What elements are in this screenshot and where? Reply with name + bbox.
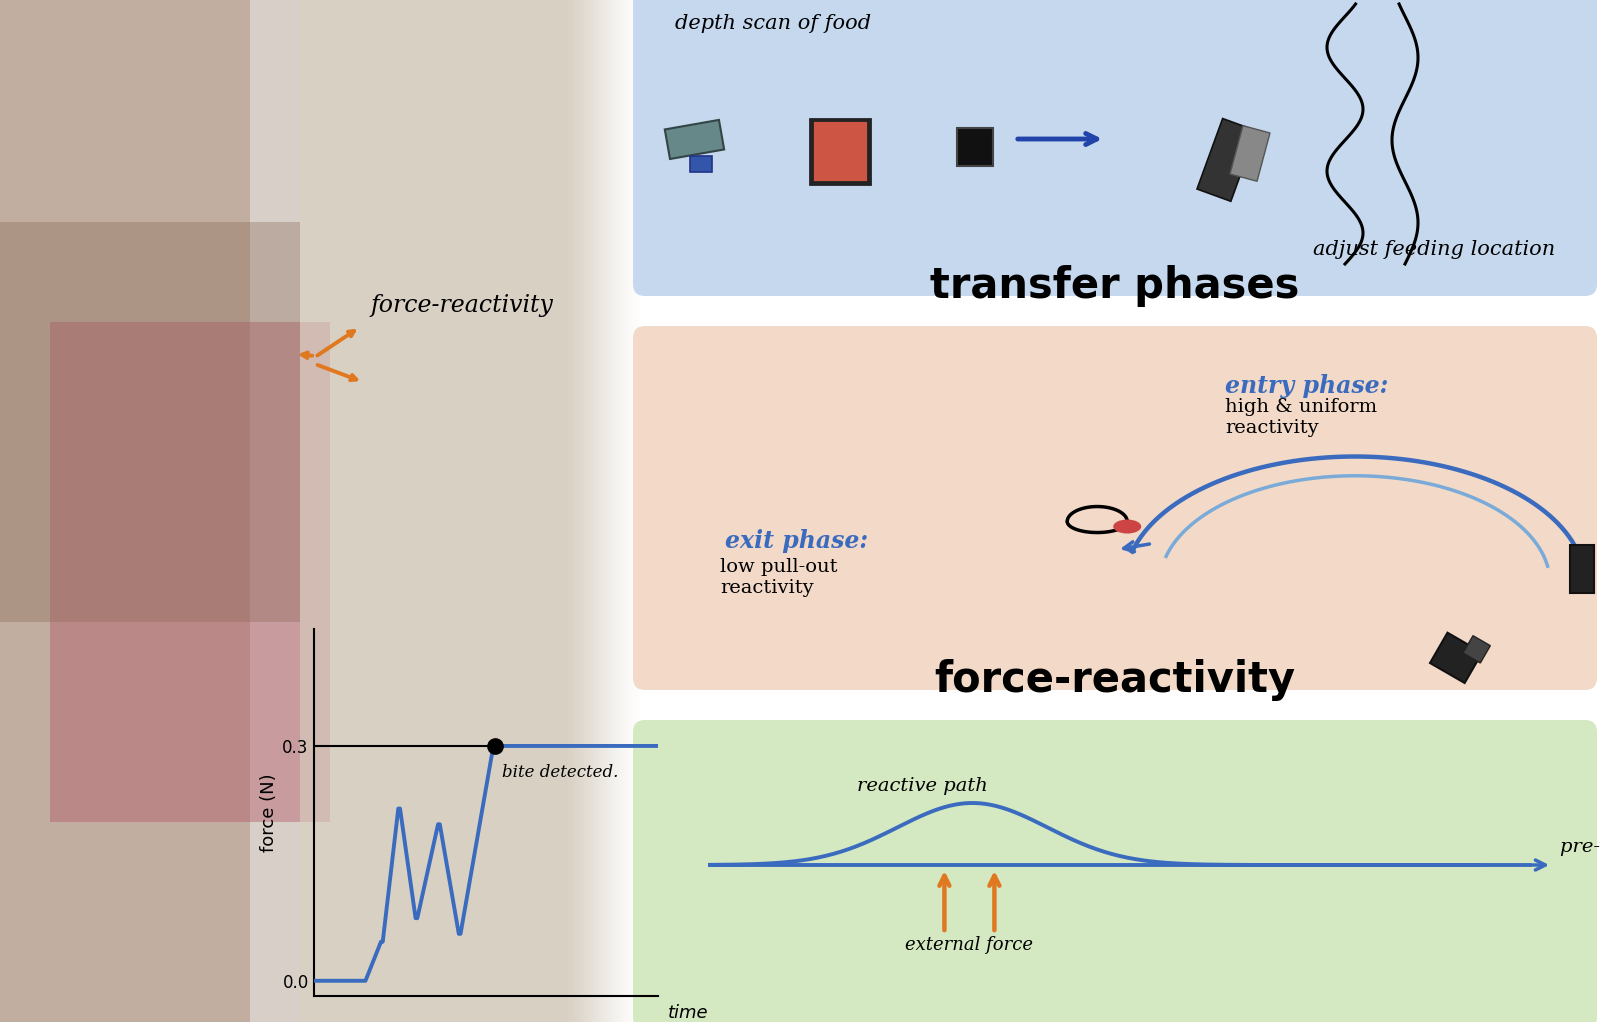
Text: force-reactivity: force-reactivity xyxy=(370,294,554,317)
Text: transfer phases: transfer phases xyxy=(930,265,1299,307)
Ellipse shape xyxy=(1114,519,1141,533)
FancyBboxPatch shape xyxy=(634,721,1597,1022)
Text: force-reactivity: force-reactivity xyxy=(934,659,1296,701)
Text: exit phase:: exit phase: xyxy=(725,529,869,553)
Bar xyxy=(0,0,250,1022)
Bar xyxy=(301,0,640,1022)
Text: entry phase:: entry phase: xyxy=(1226,374,1389,398)
Bar xyxy=(1197,119,1256,201)
Text: high & uniform
reactivity: high & uniform reactivity xyxy=(1226,399,1378,437)
Bar xyxy=(1570,545,1594,593)
Text: pre-planned path: pre-planned path xyxy=(1560,838,1600,856)
Bar xyxy=(0,222,301,622)
Text: depth scan of food: depth scan of food xyxy=(675,14,870,33)
Bar xyxy=(1430,633,1482,683)
Bar xyxy=(690,156,712,172)
Text: low pull-out
reactivity: low pull-out reactivity xyxy=(720,558,837,597)
Y-axis label: force (N): force (N) xyxy=(261,774,278,851)
Text: adjust feeding location: adjust feeding location xyxy=(1312,240,1555,259)
Bar xyxy=(50,322,330,822)
Text: bite detected.: bite detected. xyxy=(502,764,618,781)
Text: external force: external force xyxy=(906,936,1034,954)
Text: time: time xyxy=(667,1005,709,1022)
FancyBboxPatch shape xyxy=(634,326,1597,690)
Bar xyxy=(810,119,870,184)
Bar xyxy=(957,128,994,166)
Text: reactive path: reactive path xyxy=(858,777,987,795)
Bar xyxy=(1462,636,1490,663)
FancyBboxPatch shape xyxy=(634,0,1597,296)
Bar xyxy=(1230,126,1270,181)
Bar xyxy=(813,120,867,182)
Bar xyxy=(664,120,725,159)
Bar xyxy=(0,0,640,1022)
